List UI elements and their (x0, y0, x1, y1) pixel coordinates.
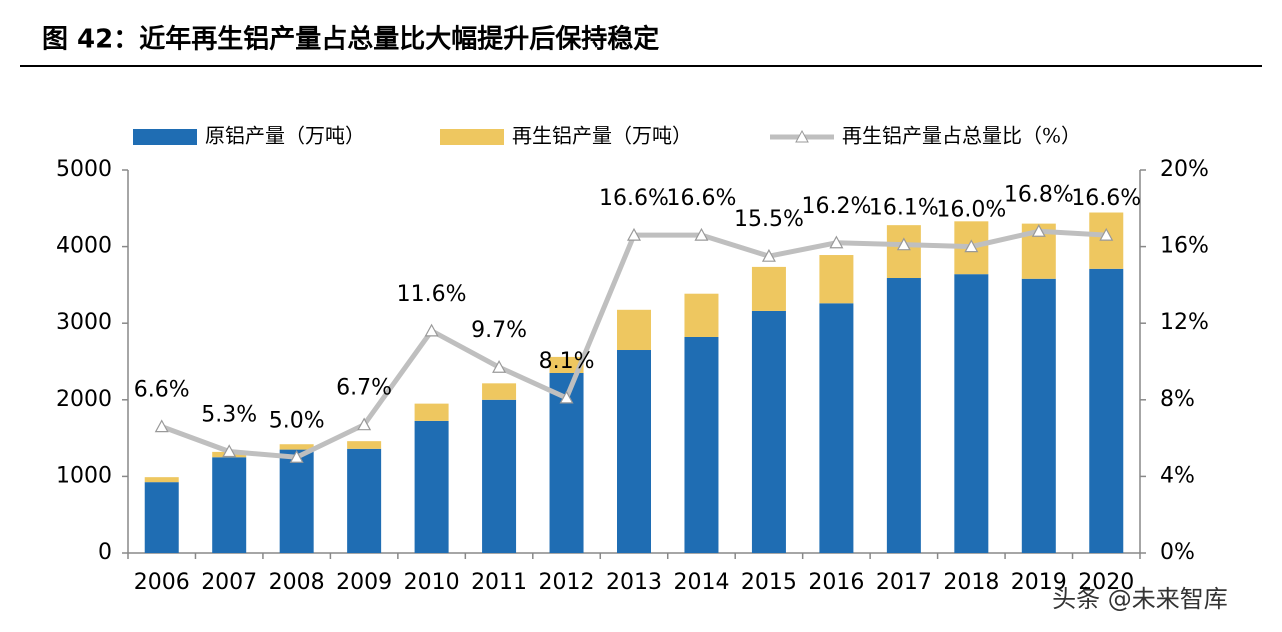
chart-title: 图 42：近年再生铝产量占总量比大幅提升后保持稳定 (42, 24, 659, 55)
line-marker (559, 390, 574, 404)
line-marker (1099, 227, 1114, 241)
bar (144, 482, 179, 553)
line-marker (222, 444, 237, 458)
x-tick-label: 2018 (943, 570, 999, 595)
bar (617, 350, 651, 553)
y-tick-label: 0 (98, 540, 112, 565)
value-label: 5.3% (201, 403, 257, 428)
line-marker (1031, 224, 1046, 237)
line-marker (964, 239, 979, 253)
y2-tick-label: 4% (1160, 463, 1195, 488)
x-tick-label: 2017 (876, 570, 932, 595)
value-label: 16.0% (936, 198, 1006, 223)
bar (414, 403, 449, 421)
value-label: 9.7% (471, 318, 527, 343)
x-tick-label: 2019 (1011, 570, 1067, 595)
legend-swatch (133, 129, 197, 145)
bar (144, 477, 179, 483)
watermark: 头条 @未来智库 (1052, 585, 1228, 613)
x-tick-label: 2020 (1078, 570, 1134, 595)
x-tick-label: 2009 (336, 570, 392, 595)
line-marker (896, 237, 911, 251)
bar (684, 336, 719, 553)
bar (482, 383, 517, 400)
y2-tick-label: 8% (1160, 387, 1195, 412)
value-label: 16.6% (599, 186, 669, 211)
value-label: 6.7% (336, 376, 392, 401)
bar (212, 457, 247, 553)
x-tick-label: 2012 (539, 570, 595, 595)
bar (414, 420, 449, 553)
value-label: 16.1% (869, 196, 939, 221)
bar (1089, 268, 1124, 553)
legend-label: 再生铝产量占总量比（%） (842, 124, 1081, 148)
y-tick-label: 5000 (56, 157, 112, 182)
legend-label: 原铝产量（万吨） (205, 124, 365, 148)
bar (549, 356, 584, 373)
y2-tick-label: 12% (1160, 310, 1209, 335)
bar (886, 225, 921, 279)
y2-tick-label: 20% (1160, 157, 1209, 182)
bar (684, 293, 719, 337)
x-tick-label: 2007 (201, 570, 257, 595)
bar (954, 274, 989, 553)
y2-tick-label: 16% (1160, 234, 1209, 259)
value-label: 16.2% (801, 194, 871, 219)
value-label: 15.5% (734, 207, 804, 232)
x-tick-label: 2013 (606, 570, 662, 595)
line-marker (357, 417, 372, 431)
line-marker (424, 323, 439, 337)
legend-swatch (440, 129, 504, 145)
bar (482, 399, 517, 553)
x-tick-label: 2015 (741, 570, 797, 595)
line-marker (829, 235, 844, 249)
x-tick-label: 2014 (673, 570, 729, 595)
line-marker (154, 419, 169, 433)
bar (279, 444, 314, 450)
value-label: 6.6% (134, 378, 190, 403)
x-tick-label: 2010 (404, 570, 460, 595)
x-tick-label: 2011 (471, 570, 527, 595)
x-tick-label: 2006 (134, 570, 190, 595)
line-marker (289, 449, 304, 463)
bar (617, 309, 651, 351)
bar (751, 310, 786, 553)
y-tick-label: 4000 (56, 234, 112, 259)
line-marker (694, 227, 709, 241)
bar (751, 266, 786, 311)
line-marker (626, 227, 642, 241)
y2-tick-label: 0% (1160, 540, 1195, 565)
value-label: 8.1% (539, 349, 595, 374)
line-marker (761, 248, 776, 262)
legend-label: 再生铝产量（万吨） (512, 124, 692, 148)
bar (886, 278, 921, 553)
x-tick-label: 2016 (808, 570, 864, 595)
bar (1021, 278, 1056, 553)
bar (279, 449, 314, 553)
bar (347, 448, 382, 553)
line-marker (492, 359, 507, 373)
bar (819, 255, 854, 304)
value-label: 16.8% (1004, 182, 1074, 207)
bar (347, 441, 382, 449)
x-tick-label: 2008 (269, 570, 325, 595)
value-label: 16.6% (1071, 186, 1141, 211)
value-label: 11.6% (397, 282, 467, 307)
y-tick-label: 2000 (56, 387, 112, 412)
y-tick-label: 3000 (56, 310, 112, 335)
y-tick-label: 1000 (56, 463, 112, 488)
value-label: 16.6% (667, 186, 737, 211)
bar (819, 303, 854, 553)
legend-swatch (795, 129, 809, 143)
value-label: 5.0% (269, 408, 325, 433)
